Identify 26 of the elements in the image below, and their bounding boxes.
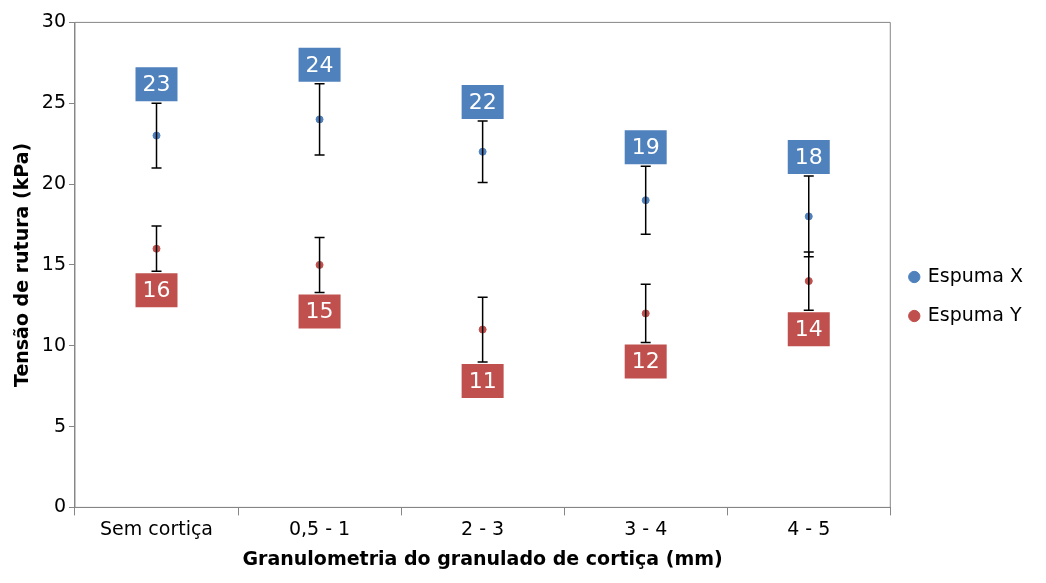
data-label: 19 [631, 134, 660, 159]
data-label: 23 [142, 70, 171, 96]
legend-label: Espuma Y [927, 302, 1022, 325]
y-tick-label: 20 [41, 171, 66, 193]
x-tick-label: 0,5 - 1 [288, 516, 351, 539]
data-label: 14 [794, 315, 823, 341]
y-tick-label: 5 [53, 413, 66, 436]
legend-label: Espuma X [927, 263, 1024, 286]
data-label: 12 [631, 348, 660, 374]
x-tick-label: 4 - 5 [787, 516, 831, 539]
data-label: 11 [468, 367, 497, 393]
x-tick-label: 2 - 3 [461, 516, 505, 539]
data-label: 24 [305, 51, 334, 77]
x-tick-label: Sem cortiça [100, 516, 214, 539]
data-label: 18 [794, 143, 823, 169]
y-tick-label: 15 [41, 251, 66, 274]
data-label: 16 [142, 277, 171, 303]
y-tick-label: 25 [41, 90, 66, 113]
x-axis-title: Granulometria do granulado de cortiça (mm) [242, 546, 723, 569]
y-tick-label: 30 [41, 9, 66, 32]
data-label: 15 [305, 298, 334, 324]
x-tick-label: 3 - 4 [624, 516, 668, 539]
y-axis-title: Tensão de rutura (kPa) [10, 142, 33, 388]
y-tick-label: 10 [41, 332, 66, 355]
data-label: 22 [468, 88, 497, 114]
y-tick-label: 0 [53, 494, 66, 517]
